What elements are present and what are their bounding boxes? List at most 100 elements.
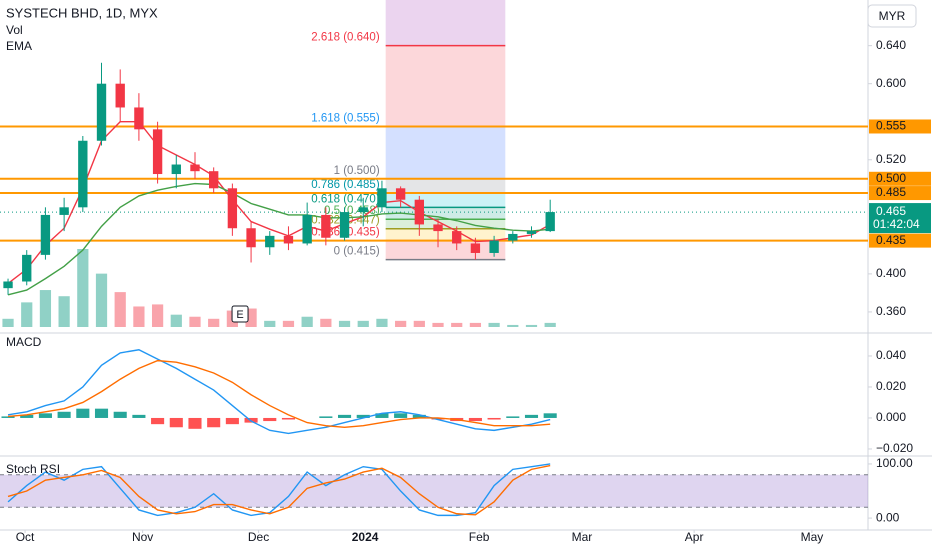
candle-body [152, 129, 163, 175]
volume-bar [488, 322, 500, 327]
volume-bar [2, 318, 14, 327]
candle-body [283, 235, 294, 244]
event-marker-label: E [236, 309, 243, 321]
fib-band [385, 240, 506, 260]
volume-bar [208, 318, 220, 327]
y-tick-label: 0.640 [876, 38, 906, 52]
histogram-bar [487, 417, 501, 420]
candle-body [265, 235, 275, 248]
histogram-bar [375, 413, 389, 418]
histogram-bar [38, 413, 52, 418]
y-tick-label: 0.00 [876, 510, 900, 524]
fib-band [385, 45, 506, 127]
x-tick-label: Dec [248, 530, 269, 544]
volume-bar [39, 290, 52, 327]
line-series [7, 359, 551, 428]
y-tick-label: 0.600 [876, 76, 906, 90]
histogram-bar [188, 417, 202, 429]
volume-bar [151, 304, 164, 327]
chart-title: SYSTECH BHD, 1D, MYX [6, 5, 158, 20]
histogram-bar [506, 416, 520, 418]
candle-body [78, 140, 88, 208]
fib-label: 1 (0.500) [334, 165, 380, 177]
line-series [7, 464, 551, 516]
y-tick-label: 100.00 [876, 456, 913, 470]
histogram-bar [57, 411, 71, 418]
currency[interactable]: MYR [879, 9, 906, 23]
histogram-bar [338, 414, 352, 418]
candle-body [377, 188, 387, 208]
fib-band [385, 207, 506, 220]
currency-box[interactable] [867, 4, 917, 28]
histogram-bar [20, 414, 34, 418]
candle-body [339, 212, 350, 238]
volume-bar [245, 308, 257, 327]
volume-bar [282, 320, 295, 327]
histogram-bar [132, 414, 146, 418]
stoch-band [0, 474, 868, 508]
candle-body [227, 188, 238, 229]
histogram-bar [356, 414, 370, 418]
histogram-bar [412, 414, 426, 418]
histogram-bar [169, 417, 183, 428]
price-label-box [869, 233, 931, 248]
x-tick-label: Mar [572, 530, 593, 544]
histogram-bar [1, 416, 15, 418]
price-label-box [869, 171, 931, 186]
fib-label: 1.618 (0.555) [311, 113, 380, 125]
x-tick-label: Feb [469, 530, 490, 544]
candle-body [190, 164, 200, 172]
fib-band [385, 178, 506, 194]
histogram-bar [468, 417, 482, 422]
histogram-bar [319, 416, 333, 418]
y-tick-label: 0.040 [876, 348, 906, 362]
x-tick-label: Nov [132, 530, 153, 544]
y-tick-label: 0.520 [876, 152, 906, 166]
price-label: 0.555 [876, 119, 906, 133]
volume-bar [451, 322, 463, 327]
candle-body [526, 231, 537, 234]
histogram-bar [543, 413, 557, 418]
price-label-box [869, 119, 931, 134]
candle-body [22, 254, 32, 282]
candle-body [508, 233, 518, 241]
volume-bar [95, 273, 108, 327]
line-series [7, 349, 551, 435]
histogram-bar [113, 411, 127, 418]
price-label: 0.485 [876, 185, 906, 199]
fib-label: 0.618 (0.470) [311, 193, 380, 205]
histogram-bar [207, 417, 221, 428]
volume-bar [432, 322, 444, 327]
last-price-box [869, 203, 931, 234]
volume-bar [376, 318, 388, 327]
histogram-bar [94, 408, 109, 418]
x-tick-label: Apr [685, 530, 704, 544]
x-tick-label: Oct [16, 530, 35, 544]
candle-body [470, 243, 481, 253]
y-tick-label: 0.360 [876, 304, 906, 318]
candle-body [115, 83, 125, 108]
candle-body [302, 214, 312, 244]
indicator-label: Vol [6, 23, 23, 37]
histogram-bar [431, 417, 445, 420]
fib-label: 0.786 (0.485) [311, 179, 380, 191]
x-tick-label: May [801, 530, 824, 544]
histogram-bar [151, 417, 165, 425]
candle-body [433, 224, 443, 232]
volume-bar [301, 316, 313, 327]
fib-band [385, 219, 506, 229]
volume-bar [544, 322, 556, 327]
candle-body [395, 188, 406, 200]
volume-bar [469, 322, 482, 327]
candle-body [209, 171, 219, 189]
volume-bar [395, 320, 407, 327]
volume-bar [170, 314, 182, 327]
volume-bar [320, 318, 332, 327]
histogram-bar [76, 408, 90, 418]
histogram-bar [225, 417, 239, 425]
candle-body [3, 281, 13, 289]
candle-body [414, 199, 424, 225]
